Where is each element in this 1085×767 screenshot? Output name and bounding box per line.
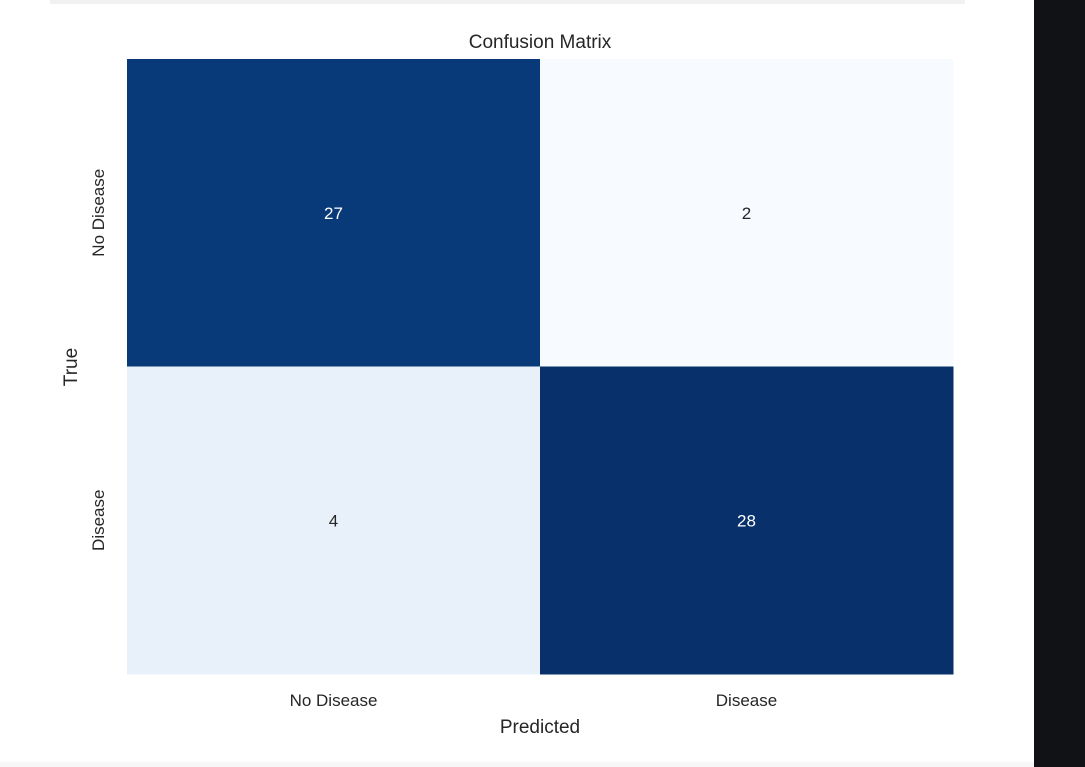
cell-value-label: 27 — [324, 204, 343, 223]
x-tick-label: No Disease — [290, 691, 378, 710]
cell-bottom-border — [0, 762, 1034, 767]
y-tick-labels: No Disease Disease — [89, 169, 108, 551]
cell-value-label: 2 — [742, 204, 751, 223]
cell-value-label: 28 — [737, 511, 756, 530]
chart-title: Confusion Matrix — [469, 32, 612, 53]
cell-value-label: 4 — [329, 511, 338, 530]
y-tick-label: Disease — [89, 490, 108, 551]
cell-top-border — [50, 0, 965, 4]
side-panel — [1034, 0, 1085, 767]
heatmap-cell-r1-c0 — [127, 366, 541, 675]
y-tick-label: No Disease — [89, 169, 108, 257]
heatmap-cells: 27 2 4 28 — [127, 59, 954, 675]
heatmap-cell-r0-c1 — [540, 59, 954, 367]
heatmap-cell-r0-c0 — [127, 59, 541, 367]
x-tick-label: Disease — [716, 691, 777, 710]
x-axis-label: Predicted — [500, 717, 580, 738]
y-axis-label: True — [61, 348, 82, 386]
x-tick-labels: No Disease Disease — [290, 691, 778, 710]
heatmap-cell-r1-c1 — [540, 366, 954, 675]
confusion-matrix-chart: Confusion Matrix 27 2 4 28 No Disease Diseas… — [61, 32, 954, 738]
